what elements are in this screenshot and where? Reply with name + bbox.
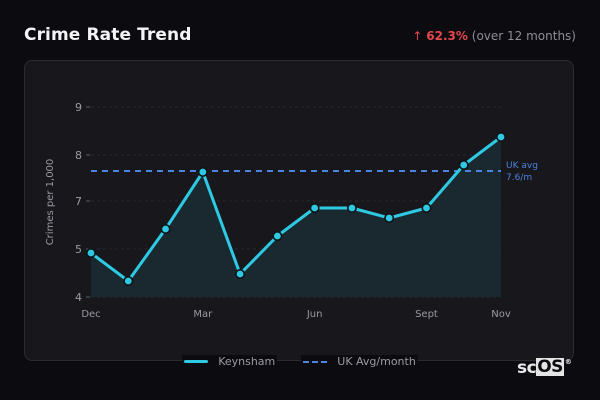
y-axis: 4 5 7 8 9 (75, 101, 90, 304)
x-tick-label: Jun (306, 309, 323, 320)
dashed-line-swatch-icon (303, 360, 328, 363)
scos-logo: sc OS ® (517, 357, 572, 378)
data-point-jul[interactable] (346, 203, 357, 214)
data-point-apr[interactable] (235, 268, 246, 279)
uk-avg-annotation-line2: 7.6/m (506, 173, 532, 183)
change-percent: 62.3% (426, 29, 468, 43)
chart-legend: Keynsham UK Avg/month (0, 355, 600, 368)
trend-change: ↑ 62.3% (over 12 months) (412, 29, 576, 43)
data-point-aug[interactable] (384, 213, 395, 224)
uk-avg-annotation-line1: UK avg (506, 161, 538, 171)
x-tick-label: Nov (491, 309, 511, 320)
data-point-sept[interactable] (421, 203, 432, 214)
y-tick-label: 5 (75, 243, 82, 256)
data-point-jun[interactable] (309, 203, 320, 214)
data-point-dec[interactable] (86, 248, 97, 259)
series-line (89, 135, 503, 283)
legend-item-keynsham[interactable]: Keynsham (182, 355, 278, 368)
y-axis-label: Crimes per 1,000 (45, 159, 56, 246)
x-axis: Dec Mar Jun Sept Nov (81, 309, 511, 320)
legend-label: Keynsham (218, 355, 276, 368)
y-tick-label: 9 (75, 101, 82, 114)
x-tick-label: Mar (193, 309, 213, 320)
data-point-may[interactable] (272, 231, 283, 242)
solid-line-swatch-icon (184, 360, 209, 363)
data-points (86, 132, 506, 286)
data-point-feb[interactable] (160, 224, 171, 235)
series-area (91, 137, 501, 297)
change-period: (over 12 months) (471, 29, 576, 43)
data-point-nov[interactable] (495, 132, 506, 143)
data-point-mar[interactable] (197, 167, 208, 178)
legend-label: UK Avg/month (337, 355, 416, 368)
x-tick-label: Dec (81, 309, 100, 320)
legend-item-uk-avg[interactable]: UK Avg/month (301, 355, 418, 368)
data-point-oct[interactable] (458, 160, 469, 171)
y-tick-label: 4 (75, 291, 82, 304)
data-point-jan[interactable] (123, 275, 134, 286)
arrow-up-icon: ↑ (412, 29, 423, 43)
page-title: Crime Rate Trend (24, 25, 192, 45)
x-tick-label: Sept (415, 309, 438, 320)
y-tick-label: 7 (75, 195, 82, 208)
y-tick-label: 8 (75, 149, 82, 162)
